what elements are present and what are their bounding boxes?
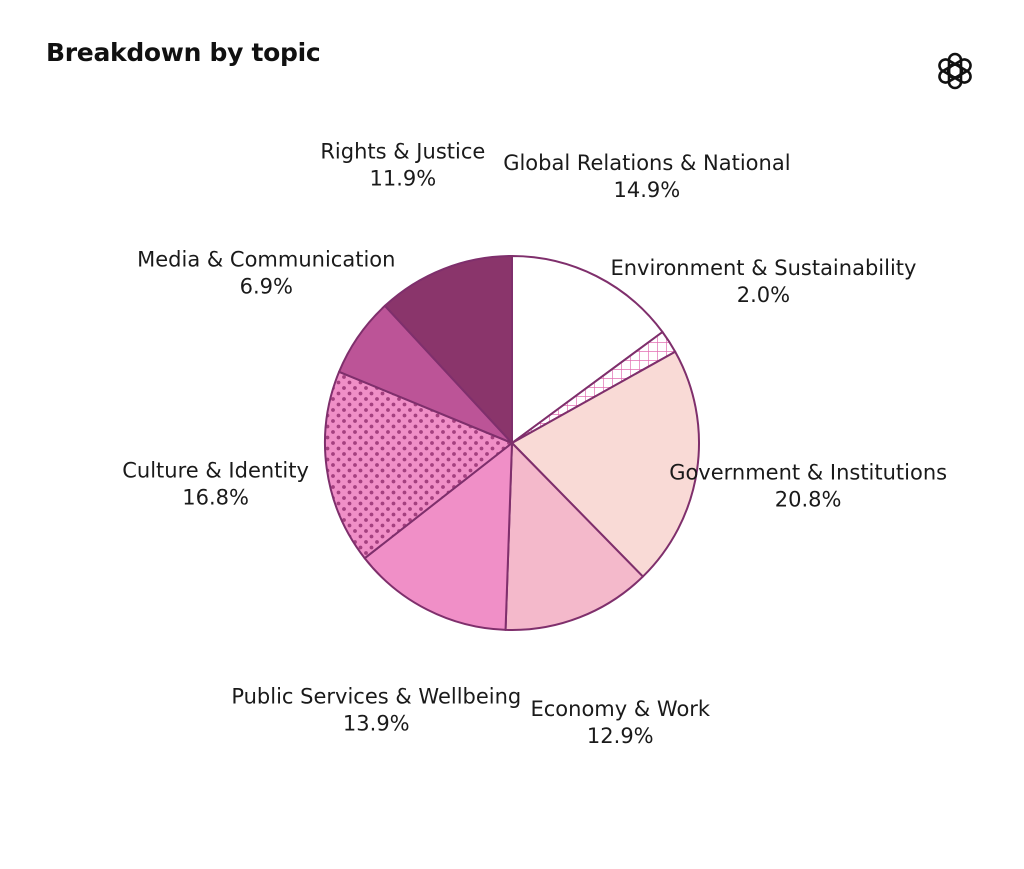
pie-slice-government-and-institutions xyxy=(511,350,700,578)
pie-slice-economy-and-work xyxy=(504,442,644,631)
slice-percent-rights-and-justice: 11.9% xyxy=(369,166,436,190)
slice-label-government-and-institutions: Government & Institutions xyxy=(669,461,947,485)
pie-slice-public-services-and-wellbeing xyxy=(363,442,513,631)
slice-percent-public-services-and-wellbeing: 13.9% xyxy=(343,712,410,736)
slice-percent-global-relations-and-national: 14.9% xyxy=(614,178,681,202)
slice-percent-economy-and-work: 12.9% xyxy=(587,724,654,748)
pie-slice-rights-and-justice xyxy=(383,255,513,444)
slice-percent-culture-and-identity: 16.8% xyxy=(182,486,249,510)
slice-label-economy-and-work: Economy & Work xyxy=(530,697,710,721)
pie-slices xyxy=(324,255,700,631)
slice-label-environment-and-sustainability: Environment & Sustainability xyxy=(610,256,916,280)
slice-percent-media-and-communication: 6.9% xyxy=(240,274,293,298)
slice-percent-government-and-institutions: 20.8% xyxy=(775,488,842,512)
openai-logo-icon xyxy=(938,52,972,90)
chart-title: Breakdown by topic xyxy=(46,38,321,67)
pie-slice-global-relations-and-national xyxy=(511,255,664,444)
pie-slice-culture-and-identity xyxy=(324,370,513,560)
slice-label-rights-and-justice: Rights & Justice xyxy=(320,139,485,163)
slice-label-media-and-communication: Media & Communication xyxy=(137,247,395,271)
slice-label-public-services-and-wellbeing: Public Services & Wellbeing xyxy=(231,685,521,709)
pie-labels: Global Relations & National 14.9% Environm… xyxy=(122,139,947,747)
slice-label-culture-and-identity: Culture & Identity xyxy=(122,459,309,483)
slice-percent-environment-and-sustainability: 2.0% xyxy=(737,283,790,307)
slice-label-global-relations-and-national: Global Relations & National xyxy=(503,151,790,175)
